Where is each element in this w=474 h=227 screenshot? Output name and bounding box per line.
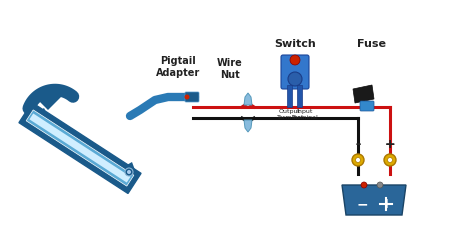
Text: Switch: Switch (274, 39, 316, 49)
Circle shape (290, 55, 300, 65)
Circle shape (356, 158, 361, 163)
Polygon shape (244, 93, 252, 105)
Circle shape (127, 170, 131, 174)
Circle shape (184, 94, 190, 99)
Circle shape (288, 72, 302, 86)
FancyBboxPatch shape (185, 92, 199, 102)
Polygon shape (244, 120, 252, 132)
Circle shape (388, 158, 392, 163)
Text: -: - (356, 138, 361, 151)
Circle shape (352, 154, 364, 166)
FancyBboxPatch shape (360, 101, 374, 111)
Polygon shape (342, 185, 406, 215)
Text: Output
Terminal: Output Terminal (277, 109, 303, 120)
Text: -: - (356, 138, 361, 151)
Text: Input
Terminal: Input Terminal (292, 109, 319, 120)
Text: −: − (356, 197, 368, 211)
Text: +: + (385, 138, 395, 151)
Bar (298, 85, 302, 107)
FancyBboxPatch shape (281, 55, 309, 89)
Polygon shape (353, 85, 374, 103)
Text: +: + (385, 138, 395, 151)
Circle shape (125, 168, 133, 176)
Polygon shape (26, 110, 134, 186)
Polygon shape (38, 86, 62, 110)
Polygon shape (118, 162, 138, 185)
Circle shape (384, 154, 396, 166)
Text: Pigtail
Adapter: Pigtail Adapter (156, 56, 200, 78)
Polygon shape (29, 114, 130, 183)
Circle shape (361, 182, 367, 188)
Circle shape (377, 182, 383, 188)
Polygon shape (30, 108, 50, 130)
Text: Fuse: Fuse (357, 39, 386, 49)
Bar (288, 85, 292, 107)
Text: Wire
Nut: Wire Nut (217, 58, 243, 80)
Polygon shape (19, 103, 141, 193)
Text: +: + (380, 197, 392, 211)
